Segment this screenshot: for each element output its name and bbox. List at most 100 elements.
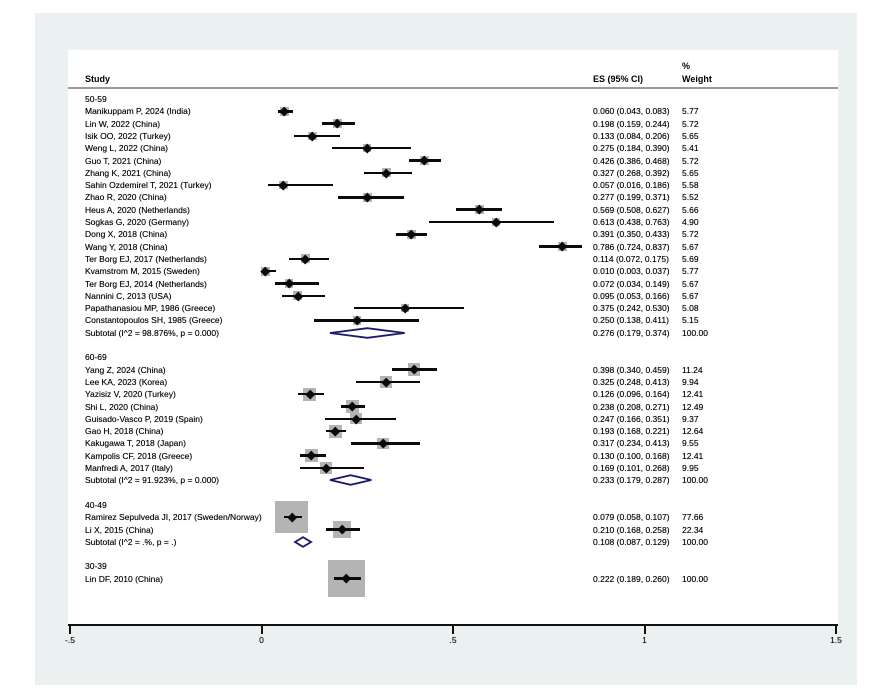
study-label: Manikuppam P, 2024 (India) <box>85 106 191 117</box>
weight-value: 5.65 <box>682 130 699 141</box>
weight-value: 5.41 <box>682 143 699 154</box>
weight-value: 100.00 <box>682 475 708 486</box>
es-value: 0.247 (0.166, 0.351) <box>593 413 670 424</box>
ci-line <box>267 183 333 187</box>
study-label: Kvamstrom M, 2015 (Sweden) <box>85 266 200 277</box>
x-axis-tick-label: 1 <box>642 635 647 645</box>
es-value: 0.327 (0.268, 0.392) <box>593 167 670 178</box>
es-value: 0.569 (0.508, 0.627) <box>593 204 670 215</box>
study-label: Sogkas G, 2020 (Germany) <box>85 217 189 227</box>
weight-value: 5.72 <box>682 118 699 129</box>
weight-value: 5.15 <box>682 315 699 326</box>
weight-value: 5.66 <box>682 204 699 215</box>
weight-value: 9.95 <box>682 463 699 473</box>
es-value: 0.193 (0.168, 0.221) <box>593 426 670 437</box>
weight-value: 11.24 <box>682 364 703 375</box>
study-label: Lin W, 2022 (China) <box>85 118 161 129</box>
group-label: 40-49 <box>85 499 107 510</box>
ci-line <box>274 282 319 285</box>
study-label: Gao H, 2018 (China) <box>85 426 164 437</box>
study-label: Sahin Ozdemirel T, 2021 (Turkey) <box>85 180 212 191</box>
es-value: 0.010 (0.003, 0.037) <box>593 266 670 277</box>
es-value: 0.786 (0.724, 0.837) <box>593 241 670 252</box>
study-label: Kakugawa T, 2018 (Japan) <box>85 438 186 449</box>
study-label: Kampolis CF, 2018 (Greece) <box>85 450 193 461</box>
es-value: 0.275 (0.184, 0.390) <box>593 143 670 154</box>
weight-value: 5.77 <box>682 266 699 277</box>
study-label: Dong X, 2018 (China) <box>85 229 168 240</box>
weight-value: 5.72 <box>682 229 699 240</box>
x-axis <box>68 624 838 626</box>
study-label: Li X, 2015 (China) <box>85 524 154 535</box>
group-label: 60-69 <box>85 352 107 363</box>
weight-value: 100.00 <box>682 573 708 584</box>
es-value: 0.317 (0.234, 0.413) <box>593 438 670 449</box>
weight-value: 5.65 <box>682 167 699 178</box>
study-label: Heus A, 2020 (Netherlands) <box>85 204 190 215</box>
subtotal-diamond <box>329 326 405 339</box>
study-label: Wang Y, 2018 (China) <box>85 241 168 252</box>
weight-value: 5.72 <box>682 155 699 166</box>
es-value: 0.060 (0.043, 0.083) <box>593 106 670 117</box>
ci-line <box>300 466 365 470</box>
study-label: Weng L, 2022 (China) <box>85 143 169 154</box>
subtotal-diamond <box>293 535 313 548</box>
x-axis-tick-label: -.5 <box>65 635 75 645</box>
column-header-study: Study <box>85 74 111 84</box>
es-value: 0.169 (0.101, 0.268) <box>593 463 670 473</box>
study-label: Papathanasiou MP, 1986 (Greece) <box>85 303 216 314</box>
study-label: Ter Borg EJ, 2017 (Netherlands) <box>85 253 207 264</box>
study-label: Shi L, 2020 (China) <box>85 401 159 412</box>
es-value: 0.133 (0.084, 0.206) <box>593 130 670 141</box>
es-value: 0.233 (0.179, 0.287) <box>593 475 670 486</box>
plot-area <box>68 50 838 625</box>
weight-value: 12.41 <box>682 450 704 461</box>
ci-line <box>314 319 419 322</box>
weight-value: 4.90 <box>682 217 699 227</box>
weight-value: 22.34 <box>682 524 704 535</box>
x-axis-tick-label: 1.5 <box>830 635 842 645</box>
study-label: Ter Borg EJ, 2014 (Netherlands) <box>85 278 207 289</box>
es-value: 0.613 (0.438, 0.763) <box>593 217 670 227</box>
study-label: Yang Z, 2024 (China) <box>85 364 166 375</box>
weight-value: 12.64 <box>682 426 704 437</box>
es-value: 0.426 (0.386, 0.468) <box>593 155 670 166</box>
weight-value: 100.00 <box>682 327 708 338</box>
ci-line <box>281 294 326 298</box>
es-value: 0.325 (0.248, 0.413) <box>593 376 670 387</box>
x-axis-tick-label: .5 <box>449 635 457 645</box>
es-value: 0.126 (0.096, 0.164) <box>593 389 670 400</box>
study-label: Lee KA, 2023 (Korea) <box>85 376 168 387</box>
x-axis-tick <box>260 626 263 634</box>
subtotal-diamond <box>329 474 372 487</box>
column-header-weight: Weight <box>682 74 712 84</box>
es-value: 0.222 (0.189, 0.260) <box>593 573 670 584</box>
study-label: Zhang K, 2021 (China) <box>85 167 171 178</box>
es-value: 0.238 (0.208, 0.271) <box>593 401 670 412</box>
header-rule <box>68 87 838 89</box>
weight-value: 5.69 <box>682 253 699 264</box>
subtotal-label: Subtotal (I^2 = 98.876%, p = 0.000) <box>85 327 219 338</box>
x-axis-tick <box>643 626 646 634</box>
study-label: Lin DF, 2010 (China) <box>85 573 163 584</box>
weight-value: 5.67 <box>682 241 699 252</box>
es-value: 0.210 (0.168, 0.258) <box>593 524 670 535</box>
weight-value: 5.67 <box>682 290 699 301</box>
es-value: 0.072 (0.034, 0.149) <box>593 278 670 289</box>
es-value: 0.057 (0.016, 0.186) <box>593 180 670 191</box>
x-axis-tick-label: 0 <box>259 635 264 645</box>
study-label: Zhao R, 2020 (China) <box>85 192 167 203</box>
weight-value: 100.00 <box>682 536 708 547</box>
es-value: 0.398 (0.340, 0.459) <box>593 364 670 375</box>
es-value: 0.108 (0.087, 0.129) <box>593 536 670 547</box>
weight-value: 9.55 <box>682 438 699 449</box>
study-label: Isik OO, 2022 (Turkey) <box>85 130 171 141</box>
study-label: Constantopoulos SH, 1985 (Greece) <box>85 315 223 326</box>
weight-value: 9.94 <box>682 376 699 387</box>
subtotal-label: Subtotal (I^2 = 91.923%, p = 0.000) <box>85 475 219 486</box>
x-axis-tick <box>452 626 454 634</box>
es-value: 0.130 (0.100, 0.168) <box>593 450 670 461</box>
weight-value: 12.41 <box>682 389 704 400</box>
column-header-es: ES (95% CI) <box>593 74 644 84</box>
